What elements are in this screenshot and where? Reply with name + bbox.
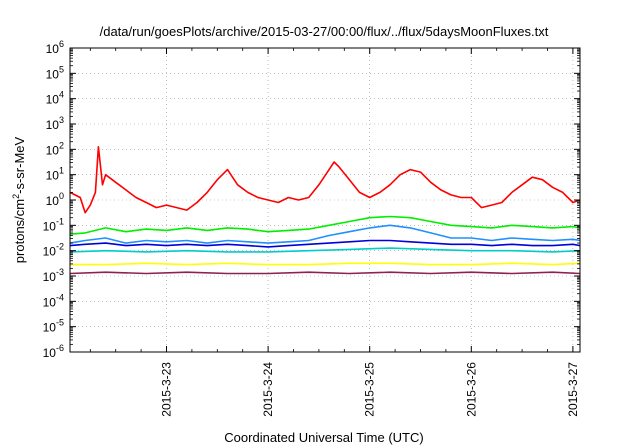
y-tick-label-base: 10 (46, 194, 60, 208)
y-axis-label-main: protons/cm (12, 199, 27, 263)
y-tick-label-exponent: -4 (56, 292, 64, 302)
y-tick-label-exponent: 0 (59, 191, 64, 201)
series-line-4 (69, 239, 581, 248)
y-tick-label: 102 (46, 140, 64, 157)
y-tick-label-exponent: 6 (59, 39, 64, 49)
x-tick-labels: 2015-3-23 2015-3-24 2015-3-25 2015-3-26 2015… (160, 362, 580, 417)
y-tick-label-base: 10 (43, 270, 57, 284)
y-tick-label: 10-6 (43, 343, 64, 360)
y-tick-label-base: 10 (43, 245, 57, 259)
y-axis-label-sup: 2 (11, 194, 21, 199)
y-tick-label: 100 (46, 191, 64, 208)
x-axis-label: Coordinated Universal Time (UTC) (224, 430, 423, 445)
y-tick-label-exponent: -1 (56, 216, 64, 226)
chart-title: /data/run/goesPlots/archive/2015-03-27/0… (100, 24, 549, 39)
y-tick-label-base: 10 (46, 118, 60, 132)
y-tick-label-exponent: 4 (59, 90, 64, 100)
y-tick-labels: 10-610-510-410-310-210-11001011021031041… (43, 39, 64, 360)
y-axis-label-rest: -s-sr-MeV (12, 136, 27, 193)
y-tick-label-exponent: -5 (56, 318, 64, 328)
y-tick-label-exponent: 5 (59, 64, 64, 74)
y-tick-label-base: 10 (46, 42, 60, 56)
x-tick-label: 2015-3-26 (464, 362, 478, 417)
grid-lines (70, 48, 580, 352)
y-tick-label: 10-5 (43, 318, 64, 335)
series-line-6 (70, 262, 581, 266)
y-tick-label-base: 10 (43, 321, 57, 335)
x-tick-label: 2015-3-23 (160, 362, 174, 417)
y-tick-label-exponent: 2 (59, 140, 64, 150)
y-tick-label: 10-1 (43, 216, 64, 233)
series-line-7 (69, 271, 581, 275)
y-tick-label-base: 10 (43, 295, 57, 309)
y-tick-label: 10-3 (43, 267, 64, 284)
x-tick-label: 2015-3-25 (363, 362, 377, 417)
y-tick-label-base: 10 (46, 67, 60, 81)
y-tick-label-exponent: 3 (59, 115, 64, 125)
y-tick-label-base: 10 (46, 169, 60, 183)
y-tick-label-base: 10 (46, 93, 60, 107)
y-tick-label-base: 10 (43, 219, 57, 233)
y-tick-label: 106 (46, 39, 64, 56)
series-line-1 (69, 146, 581, 214)
y-tick-label: 10-2 (43, 242, 64, 259)
series-layer (69, 146, 581, 275)
series-line-5 (69, 247, 581, 253)
y-tick-label-base: 10 (43, 346, 57, 360)
y-tick-label-exponent: -6 (56, 343, 64, 353)
y-tick-label-exponent: -3 (56, 267, 64, 277)
y-tick-label: 101 (46, 166, 64, 183)
x-tick-label: 2015-3-24 (261, 362, 275, 417)
y-tick-label: 103 (46, 115, 64, 132)
series-line-3 (69, 224, 581, 244)
y-tick-label: 104 (46, 90, 64, 107)
y-tick-label: 105 (46, 64, 64, 81)
x-tick-label: 2015-3-27 (566, 362, 580, 417)
y-tick-label-exponent: -2 (56, 242, 64, 252)
y-tick-label-base: 10 (46, 143, 60, 157)
y-tick-label: 10-4 (43, 292, 64, 309)
series-line-2 (69, 215, 581, 235)
y-axis-label: protons/cm2-s-sr-MeV (11, 136, 27, 263)
axis-ticks (70, 47, 580, 353)
y-tick-label-exponent: 1 (59, 166, 64, 176)
